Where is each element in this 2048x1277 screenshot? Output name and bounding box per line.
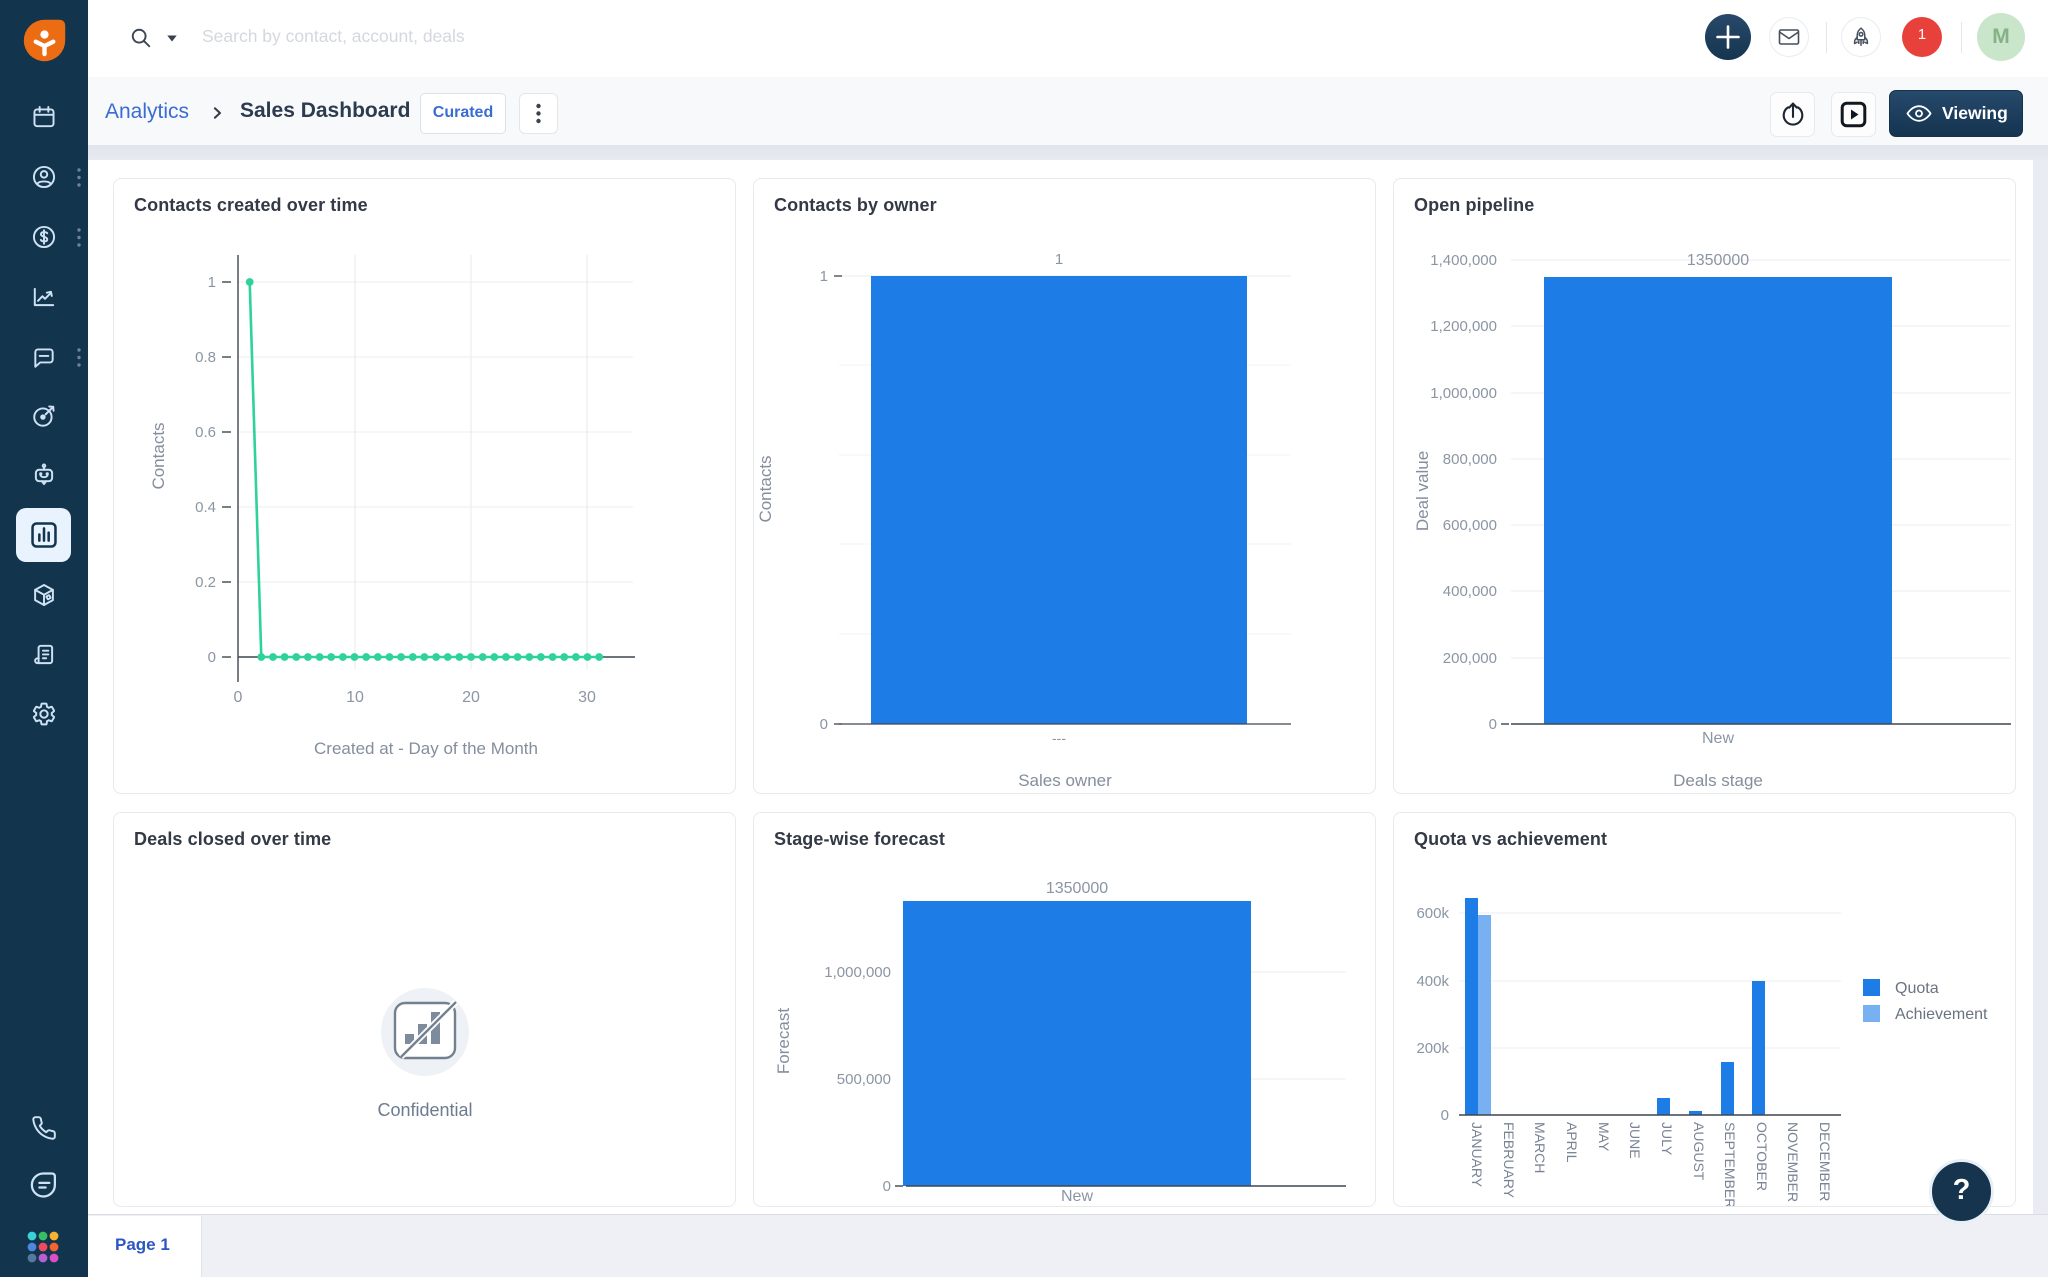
svg-text:SEPTEMBER: SEPTEMBER	[1722, 1122, 1738, 1206]
svg-text:1350000: 1350000	[1046, 880, 1108, 897]
svg-text:20: 20	[462, 689, 480, 706]
svg-text:0: 0	[234, 689, 243, 706]
svg-text:1,000,000: 1,000,000	[824, 964, 891, 981]
svg-text:Contacts: Contacts	[756, 455, 775, 522]
svg-text:200,000: 200,000	[1443, 650, 1497, 667]
svg-text:New: New	[1702, 730, 1734, 747]
svg-text:APRIL: APRIL	[1564, 1122, 1580, 1163]
svg-text:1,200,000: 1,200,000	[1430, 318, 1497, 335]
svg-text:Quota: Quota	[1895, 980, 1939, 997]
svg-text:JANUARY: JANUARY	[1469, 1122, 1485, 1188]
svg-text:600k: 600k	[1416, 905, 1449, 922]
svg-text:Deals stage: Deals stage	[1673, 771, 1763, 790]
svg-text:Confidential: Confidential	[377, 1100, 472, 1120]
svg-text:200k: 200k	[1416, 1040, 1449, 1057]
svg-text:NOVEMBER: NOVEMBER	[1785, 1122, 1801, 1202]
svg-text:30: 30	[578, 689, 596, 706]
svg-text:JULY: JULY	[1659, 1122, 1675, 1156]
svg-text:1: 1	[820, 268, 828, 285]
svg-text:AUGUST: AUGUST	[1691, 1122, 1707, 1181]
svg-text:1: 1	[208, 274, 216, 291]
svg-text:Achievement: Achievement	[1895, 1006, 1988, 1023]
svg-text:---: ---	[1052, 730, 1066, 746]
svg-text:0: 0	[1441, 1107, 1449, 1124]
svg-text:1: 1	[1055, 251, 1063, 268]
svg-text:0: 0	[1489, 716, 1497, 733]
svg-text:FEBRUARY: FEBRUARY	[1501, 1122, 1517, 1199]
svg-text:Contacts: Contacts	[149, 422, 168, 489]
svg-text:0: 0	[208, 649, 216, 666]
svg-text:1,400,000: 1,400,000	[1430, 252, 1497, 269]
svg-text:JUNE: JUNE	[1627, 1122, 1643, 1159]
svg-text:0.2: 0.2	[195, 574, 216, 591]
svg-text:MAY: MAY	[1596, 1122, 1612, 1152]
svg-text:OCTOBER: OCTOBER	[1754, 1122, 1770, 1191]
svg-text:10: 10	[346, 689, 364, 706]
svg-text:Deal value: Deal value	[1413, 451, 1432, 531]
svg-text:1,000,000: 1,000,000	[1430, 385, 1497, 402]
svg-text:MARCH: MARCH	[1532, 1122, 1548, 1173]
svg-text:1350000: 1350000	[1687, 252, 1749, 269]
svg-text:Forecast: Forecast	[774, 1008, 793, 1074]
svg-text:0.6: 0.6	[195, 424, 216, 441]
svg-text:0.4: 0.4	[195, 499, 216, 516]
svg-text:0.8: 0.8	[195, 349, 216, 366]
svg-text:DECEMBER: DECEMBER	[1817, 1122, 1833, 1201]
svg-text:New: New	[1061, 1188, 1093, 1205]
svg-text:Sales owner: Sales owner	[1018, 771, 1112, 790]
svg-text:0: 0	[820, 716, 828, 733]
svg-text:500,000: 500,000	[837, 1071, 891, 1088]
svg-text:400,000: 400,000	[1443, 583, 1497, 600]
svg-text:600,000: 600,000	[1443, 517, 1497, 534]
svg-text:800,000: 800,000	[1443, 451, 1497, 468]
svg-text:400k: 400k	[1416, 973, 1449, 990]
svg-text:Created at - Day of the Month: Created at - Day of the Month	[314, 739, 538, 758]
svg-text:0: 0	[883, 1178, 891, 1195]
